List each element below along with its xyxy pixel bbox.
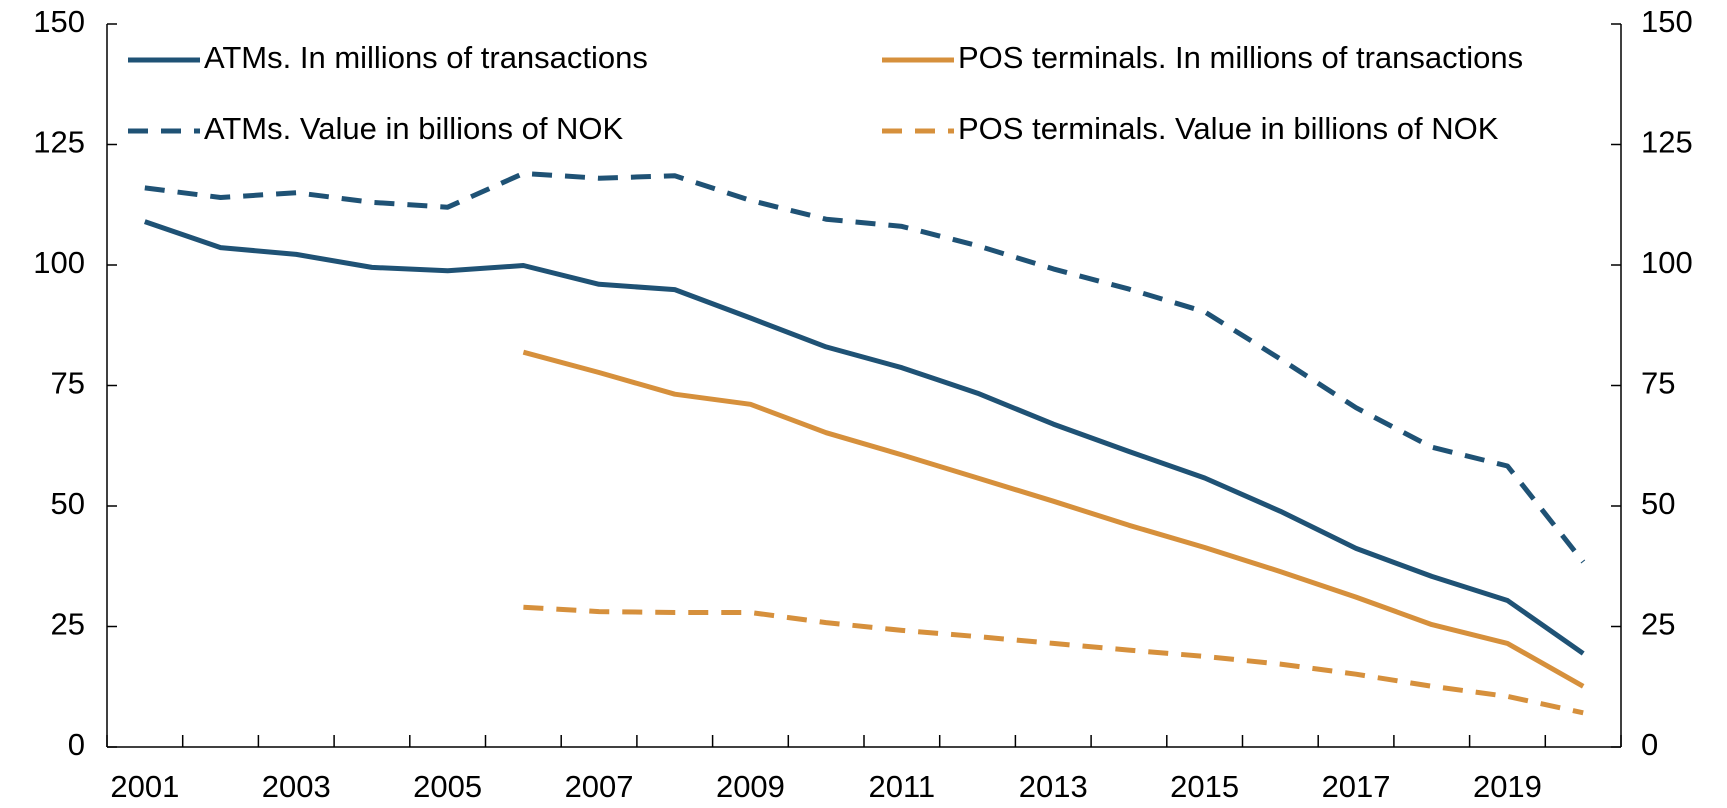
y-tick-label: 75 bbox=[51, 366, 85, 401]
legend-label: POS terminals. In millions of transactio… bbox=[958, 40, 1523, 75]
legend-label: ATMs. Value in billions of NOK bbox=[204, 111, 624, 146]
y-tick-label: 50 bbox=[51, 486, 85, 521]
legend-label: ATMs. In millions of transactions bbox=[204, 40, 648, 75]
y-tick-label: 150 bbox=[33, 4, 85, 39]
legend-label: POS terminals. Value in billions of NOK bbox=[958, 111, 1499, 146]
x-tick-label: 2019 bbox=[1473, 769, 1542, 804]
x-tick-label: 2011 bbox=[869, 769, 936, 804]
y-tick-label: 125 bbox=[33, 125, 85, 160]
line bbox=[144, 170, 1586, 564]
x-tick-label: 2015 bbox=[1170, 769, 1239, 804]
y-tick-label: 100 bbox=[33, 245, 85, 280]
y2-tick-label: 125 bbox=[1641, 125, 1693, 160]
y-tick-label: 0 bbox=[68, 727, 85, 762]
y2-tick-label: 50 bbox=[1641, 486, 1675, 521]
y2-tick-label: 0 bbox=[1641, 727, 1658, 762]
y2-tick-label: 75 bbox=[1641, 366, 1675, 401]
line bbox=[522, 349, 1585, 689]
x-tick-label: 2007 bbox=[565, 769, 634, 804]
y-tick-label: 25 bbox=[51, 607, 85, 642]
x-tick-label: 2017 bbox=[1322, 769, 1391, 804]
x-tick-label: 2009 bbox=[716, 769, 785, 804]
x-tick-label: 2013 bbox=[1019, 769, 1088, 804]
y2-tick-label: 25 bbox=[1641, 607, 1675, 642]
line bbox=[143, 219, 1585, 656]
x-tick-label: 2001 bbox=[110, 769, 179, 804]
x-tick-label: 2003 bbox=[262, 769, 331, 804]
y2-tick-label: 100 bbox=[1641, 245, 1693, 280]
y2-tick-label: 150 bbox=[1641, 4, 1693, 39]
x-tick-label: 2005 bbox=[413, 769, 482, 804]
line bbox=[523, 604, 1584, 716]
